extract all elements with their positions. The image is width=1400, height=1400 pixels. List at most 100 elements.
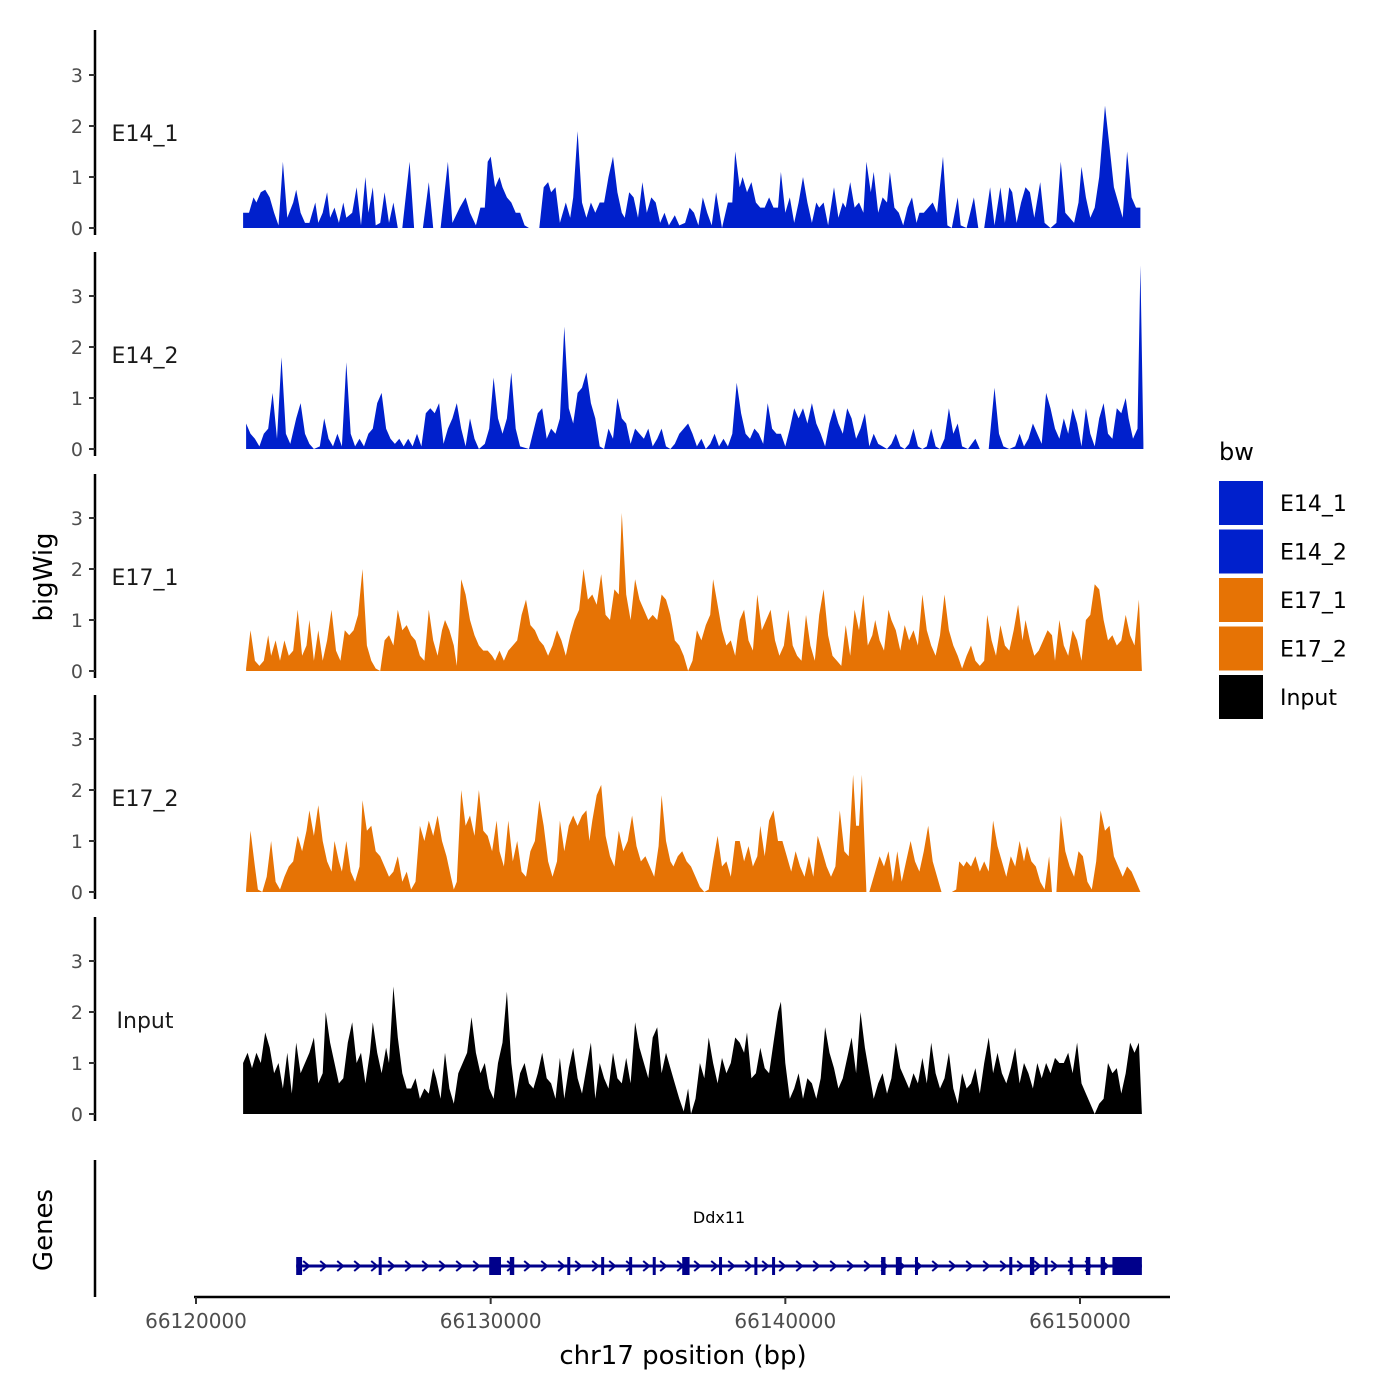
strand-arrow [812, 1260, 821, 1272]
gene-exon [1069, 1257, 1073, 1275]
strand-arrow [948, 1260, 957, 1272]
gene-exon [881, 1257, 886, 1275]
legend-label: E17_1 [1280, 589, 1347, 614]
strand-arrow [999, 1260, 1008, 1272]
area-series-e17_2 [246, 774, 1141, 892]
gene-exon [601, 1257, 605, 1275]
y-tick-label: 2 [71, 1002, 83, 1024]
strand-arrow [795, 1260, 804, 1272]
strand-arrow [302, 1260, 311, 1272]
gene-ddx11: Ddx11 [296, 1208, 1142, 1275]
y-tick-label: 3 [71, 508, 83, 530]
y-tick-label: 2 [71, 559, 83, 581]
legend-label: E14_2 [1280, 541, 1347, 566]
area-series-e14_2 [246, 265, 1144, 449]
strand-arrow [319, 1260, 328, 1272]
strand-arrow [965, 1260, 974, 1272]
strand-arrow [591, 1260, 600, 1272]
gene-exon [1044, 1257, 1048, 1275]
legend-swatch-input [1219, 675, 1263, 719]
y-tick-label: 1 [71, 610, 83, 632]
track-label: E14_1 [112, 122, 179, 147]
strand-arrow [659, 1260, 668, 1272]
area-series-e14_1 [243, 105, 1141, 228]
strand-arrow [982, 1260, 991, 1272]
gene-exon [914, 1257, 918, 1275]
gene-exon [754, 1257, 758, 1275]
track-label: E17_1 [112, 566, 179, 591]
gene-exon [1085, 1257, 1091, 1275]
legend-label: Input [1280, 686, 1337, 711]
strand-arrow [727, 1260, 736, 1272]
area-series-e17_1 [246, 512, 1142, 671]
gene-exon [1009, 1257, 1013, 1275]
x-tick-label: 66150000 [1029, 1309, 1131, 1333]
gene-exon [296, 1257, 303, 1275]
legend-label: E14_1 [1280, 492, 1347, 517]
y-tick-label: 0 [71, 439, 83, 461]
y-tick-label: 0 [71, 661, 83, 683]
strand-arrow [778, 1260, 787, 1272]
track-panels: 0 1 2 3 E14_1 0 1 2 3 E14_2 0 1 2 3 E17_1 0 1 2 3 E17_2 0 1 2 3… [71, 30, 1144, 1126]
strand-arrow [1050, 1260, 1059, 1272]
x-axis-title: chr17 position (bp) [559, 1341, 806, 1371]
gene-exon [772, 1257, 776, 1275]
strand-arrow [387, 1260, 396, 1272]
strand-arrow [336, 1260, 345, 1272]
strand-arrow [608, 1260, 617, 1272]
strand-arrow [472, 1260, 481, 1272]
strand-arrow [353, 1260, 362, 1272]
strand-arrow [625, 1260, 634, 1272]
gene-exon [895, 1257, 902, 1275]
gene-exon [509, 1257, 515, 1275]
strand-arrow [744, 1260, 753, 1272]
legend-label: E17_2 [1280, 638, 1347, 663]
strand-arrow [710, 1260, 719, 1272]
legend-swatch-e14_1 [1219, 481, 1263, 525]
legend-swatch-e17_1 [1219, 578, 1263, 622]
y-tick-label: 3 [71, 286, 83, 308]
x-tick-label: 66140000 [734, 1309, 836, 1333]
y-axis-title: bigWig [29, 532, 59, 621]
track-label: E14_2 [112, 344, 179, 369]
gene-exon [1029, 1257, 1035, 1275]
strand-arrow [523, 1260, 532, 1272]
strand-arrow [404, 1260, 413, 1272]
x-axis: 66120000 66130000 66140000 66150000 [145, 1295, 1170, 1333]
x-tick-label: 66130000 [440, 1309, 542, 1333]
gene-exon [1100, 1257, 1106, 1275]
strand-arrow [438, 1260, 447, 1272]
y-tick-label: 3 [71, 951, 83, 973]
y-tick-label: 3 [71, 65, 83, 87]
track-panel-e14_1: 0 1 2 3 E14_1 [71, 30, 1141, 240]
y-tick-label: 0 [71, 882, 83, 904]
strand-arrow [557, 1260, 566, 1272]
y-tick-label: 1 [71, 1053, 83, 1075]
y-tick-label: 0 [71, 1104, 83, 1126]
strand-arrow [540, 1260, 549, 1272]
y-tick-label: 0 [71, 218, 83, 240]
strand-arrow [370, 1260, 379, 1272]
strand-arrow [574, 1260, 583, 1272]
y-tick-label: 2 [71, 337, 83, 359]
gene-exon [567, 1257, 571, 1275]
area-series-input [243, 986, 1142, 1114]
track-label: Input [117, 1009, 174, 1034]
track-panel-e14_2: 0 1 2 3 E14_2 [71, 252, 1144, 461]
strand-arrow [642, 1260, 651, 1272]
gene-exon [378, 1257, 382, 1275]
y-tick-label: 1 [71, 167, 83, 189]
strand-arrow [931, 1260, 940, 1272]
strand-arrow [829, 1260, 838, 1272]
legend-title: bw [1219, 438, 1254, 466]
strand-arrow [455, 1260, 464, 1272]
gene-exon [489, 1257, 501, 1275]
y-tick-label: 2 [71, 116, 83, 138]
strand-arrow [421, 1260, 430, 1272]
x-tick-label: 66120000 [145, 1309, 247, 1333]
gene-label: Ddx11 [693, 1208, 745, 1227]
genes-panel: Ddx11 [93, 1160, 1142, 1297]
track-label: E17_2 [112, 787, 179, 812]
gene-exon [719, 1257, 723, 1275]
